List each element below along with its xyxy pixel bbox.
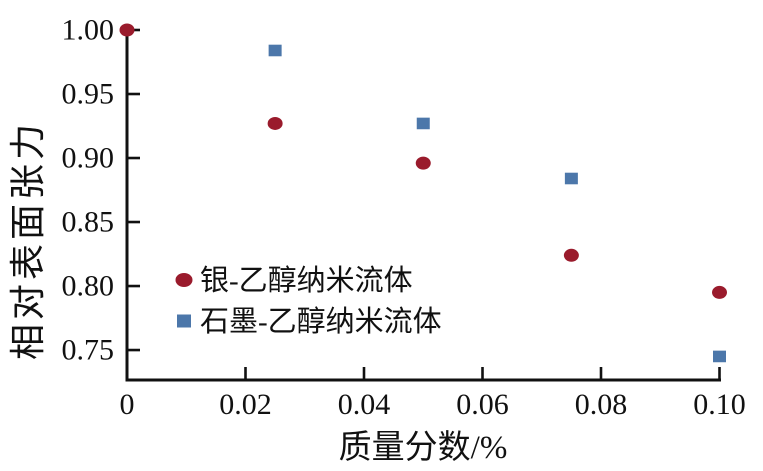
x-tick-label: 0.06: [456, 388, 509, 421]
x-tick-label: 0.10: [693, 388, 746, 421]
data-point-series-0: [267, 116, 283, 130]
data-point-series-0: [563, 248, 579, 262]
data-point-series-0: [119, 23, 135, 37]
y-axis-ticks: 1.00 0.95 0.90 0.85 0.80 0.75: [62, 14, 140, 367]
y-tick-label: 1.00: [62, 14, 115, 47]
x-tick-label: 0.04: [338, 388, 391, 421]
data-point-series-1: [564, 172, 578, 185]
y-tick-label: 0.80: [62, 270, 115, 303]
data-point-series-0: [712, 285, 727, 299]
data-point-series-0: [415, 156, 431, 170]
data-point-series-1: [268, 44, 282, 57]
y-tick-label: 0.75: [62, 334, 115, 367]
data-point-series-1: [416, 117, 430, 130]
legend-marker-circle-icon: [175, 273, 193, 287]
y-tick-label: 0.85: [62, 206, 115, 239]
legend-label: 银-乙醇纳米流体: [200, 264, 413, 297]
legend-label: 石墨-乙醇纳米流体: [200, 305, 442, 338]
y-tick-label: 0.90: [62, 142, 115, 175]
y-tick-label: 0.95: [62, 78, 115, 111]
data-point-series-1: [713, 350, 726, 363]
x-tick-label: 0.02: [219, 388, 272, 421]
y-axis-title: 相对表面张力: [8, 120, 48, 360]
x-axis-title: 质量分数/%: [339, 429, 508, 466]
x-axis-ticks: 0 0.02 0.04 0.06 0.08 0.10: [120, 367, 746, 421]
x-tick-label: 0: [120, 388, 135, 421]
data-points: [119, 23, 727, 363]
legend-marker-square-icon: [177, 314, 191, 328]
x-tick-label: 0.08: [575, 388, 628, 421]
